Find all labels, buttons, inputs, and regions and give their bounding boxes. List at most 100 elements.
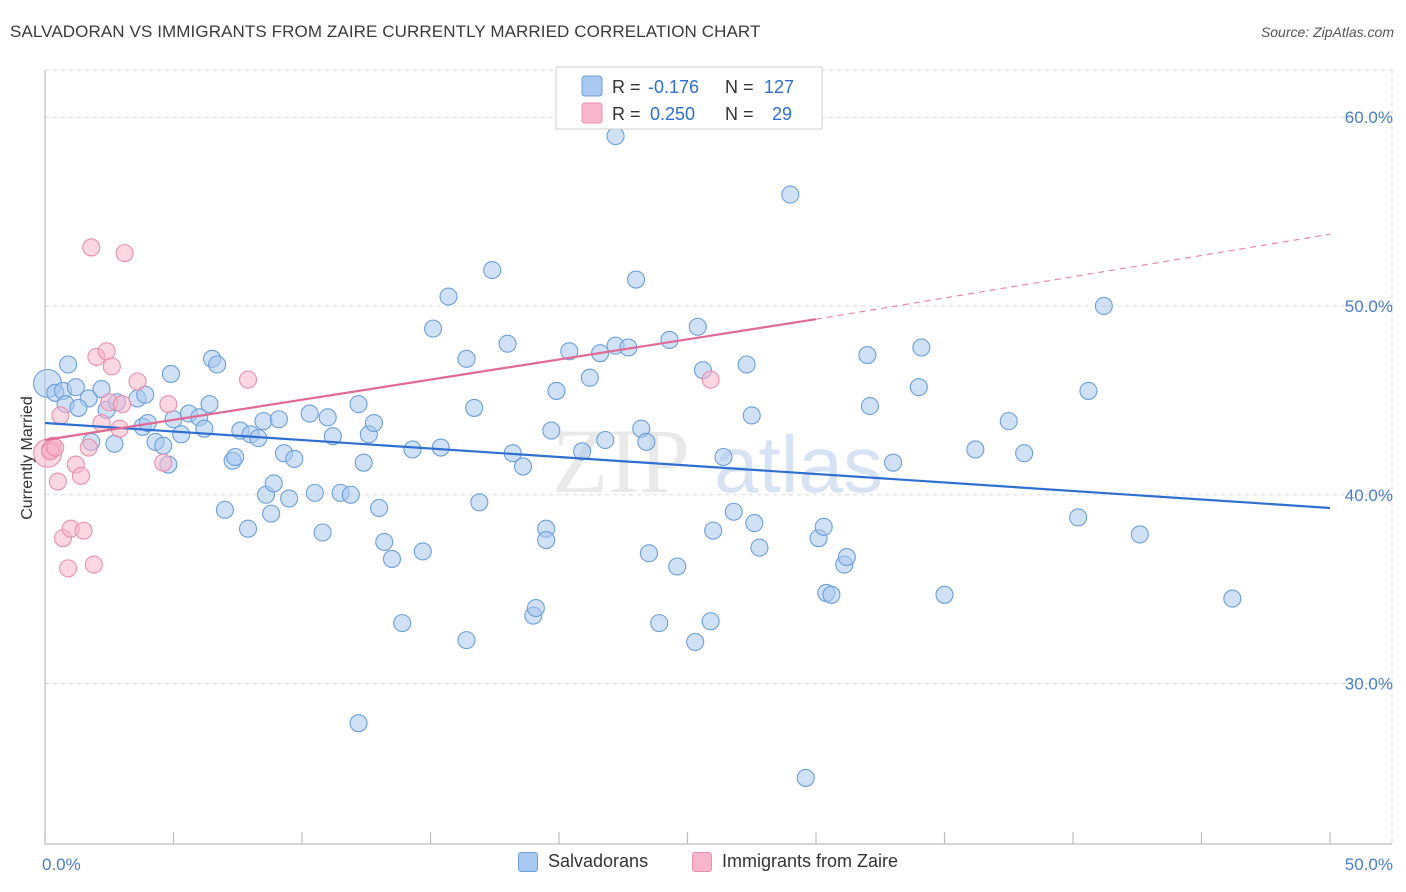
salvadorans-point-28 [208, 355, 227, 374]
salvadorans-point-110 [837, 548, 856, 567]
zaire-point-13 [84, 555, 103, 574]
y-axis-label: Currently Married [19, 396, 36, 520]
salvadorans-point-56 [375, 532, 394, 552]
y-tick-label-3: 60.0% [1345, 108, 1393, 127]
legend-r-value-pink: 0.250 [650, 104, 695, 124]
salvadorans-point-63 [439, 287, 458, 306]
legend-r-label-pink: R = [612, 104, 641, 124]
zaire-point-6 [59, 559, 78, 578]
salvadorans-point-22 [172, 425, 191, 444]
salvadorans-point-97 [704, 521, 723, 540]
zaire-point-23 [154, 453, 173, 472]
salvadorans-point-95 [686, 632, 705, 652]
zaire-point-15 [92, 413, 111, 433]
salvadorans-point-94 [688, 317, 707, 336]
salvadorans-point-62 [431, 438, 450, 457]
salvadorans-point-80 [573, 442, 592, 461]
salvadorans-point-108 [822, 585, 841, 604]
salvadorans-point-92 [668, 557, 687, 576]
y-tick-label-2: 50.0% [1345, 297, 1393, 316]
salvadorans-point-19 [154, 436, 173, 455]
salvadorans-point-116 [935, 585, 954, 604]
legend-n-value-blue: 127 [764, 77, 794, 97]
salvadorans-point-55 [370, 498, 389, 518]
salvadorans-point-90 [639, 544, 659, 563]
salvadorans-point-91 [650, 614, 669, 633]
zaire-point-3 [48, 472, 67, 491]
legend-r-value-blue: -0.176 [648, 77, 699, 97]
legend-swatch-immigrants-from-zaire [692, 851, 712, 872]
salvadorans-point-57 [382, 549, 402, 568]
legend-swatch-blue [581, 75, 603, 97]
legend-item-salvadorans: Salvadorans [518, 851, 648, 872]
salvadorans-point-77 [542, 421, 561, 440]
salvadorans-point-47 [318, 408, 337, 427]
legend-n-label-blue: N = [725, 77, 754, 97]
salvadorans-point-38 [262, 504, 281, 523]
source-credit: Source: ZipAtlas.com [1260, 24, 1394, 40]
salvadorans-point-42 [280, 489, 299, 508]
salvadorans-point-66 [465, 398, 484, 417]
legend-label-salvadorans: Salvadorans [548, 851, 649, 871]
salvadorans-point-118 [999, 412, 1018, 431]
salvadorans-point-54 [364, 413, 384, 433]
salvadorans-point-48 [323, 427, 342, 446]
salvadorans-point-111 [858, 346, 877, 365]
legend-n-value-pink: 29 [772, 104, 792, 124]
legend-item-immigrants-from-zaire: Immigrants from Zaire [692, 851, 898, 872]
zaire-point-25 [238, 370, 258, 389]
salvadorans-point-30 [226, 447, 245, 467]
salvadorans-point-67 [470, 493, 489, 512]
salvadorans-point-69 [483, 261, 502, 280]
zaire-point-22 [128, 372, 147, 391]
salvadorans-point-99 [724, 502, 743, 521]
salvadorans-point-119 [1015, 444, 1034, 463]
salvadorans-point-45 [305, 483, 324, 502]
salvadorans-point-76 [537, 531, 556, 550]
salvadorans-point-113 [884, 453, 903, 472]
x-tick-labels: 0.0% 50.0% [42, 855, 1393, 874]
salvadorans-point-35 [215, 500, 234, 519]
salvadorans-point-121 [1079, 381, 1098, 400]
salvadorans-point-120 [1069, 508, 1088, 527]
salvadorans-point-39 [264, 474, 283, 493]
y-tick-labels: 30.0% 40.0% 50.0% 60.0% [1345, 108, 1393, 693]
legend-r-label-blue: R = [612, 77, 641, 97]
salvadorans-point-41 [269, 410, 288, 429]
salvadorans-point-13 [161, 364, 180, 383]
trend-line-zaire [44, 318, 817, 442]
zaire-point-12 [82, 238, 101, 257]
legend-label-immigrants-from-zaire: Immigrants from Zaire [722, 851, 899, 871]
salvadorans-point-51 [349, 395, 368, 414]
salvadorans-point-124 [1223, 589, 1242, 608]
y-tick-label-0: 30.0% [1345, 675, 1393, 694]
x-tick-label-1: 50.0% [1345, 855, 1393, 874]
zaire-point-26 [701, 370, 720, 389]
salvadorans-point-65 [457, 349, 476, 368]
legend-stats: R = -0.176 N = 127 R = 0.250 N = 29 [555, 66, 823, 130]
salvadorans-point-102 [745, 514, 764, 533]
salvadorans-point-7 [69, 398, 88, 417]
trend-lines [44, 233, 1331, 510]
watermark: ZIP atlas [552, 410, 883, 512]
zaire-point-28 [46, 438, 65, 457]
y-tick-label-1: 40.0% [1345, 486, 1393, 505]
legend-n-label-pink: N = [725, 104, 754, 124]
trend-line-salvadorans [44, 421, 1331, 510]
salvadorans-point-50 [341, 485, 360, 504]
salvadorans-point-78 [547, 381, 566, 400]
legend-swatch-pink [581, 102, 603, 124]
salvadorans-point-68 [457, 631, 476, 650]
zaire-point-21 [115, 244, 134, 263]
salvadorans-point-81 [580, 368, 599, 387]
salvadorans-point-59 [403, 440, 422, 459]
salvadorans-point-83 [596, 430, 615, 450]
zaire-point-20 [113, 395, 132, 414]
series-immigrants-from-zaire [33, 238, 720, 578]
salvadorans-point-60 [413, 542, 432, 561]
zaire-point-24 [159, 395, 178, 414]
salvadorans-point-74 [526, 598, 545, 618]
salvadorans-point-26 [200, 395, 219, 414]
legend-bottom: Salvadorans Immigrants from Zaire [0, 851, 1406, 877]
